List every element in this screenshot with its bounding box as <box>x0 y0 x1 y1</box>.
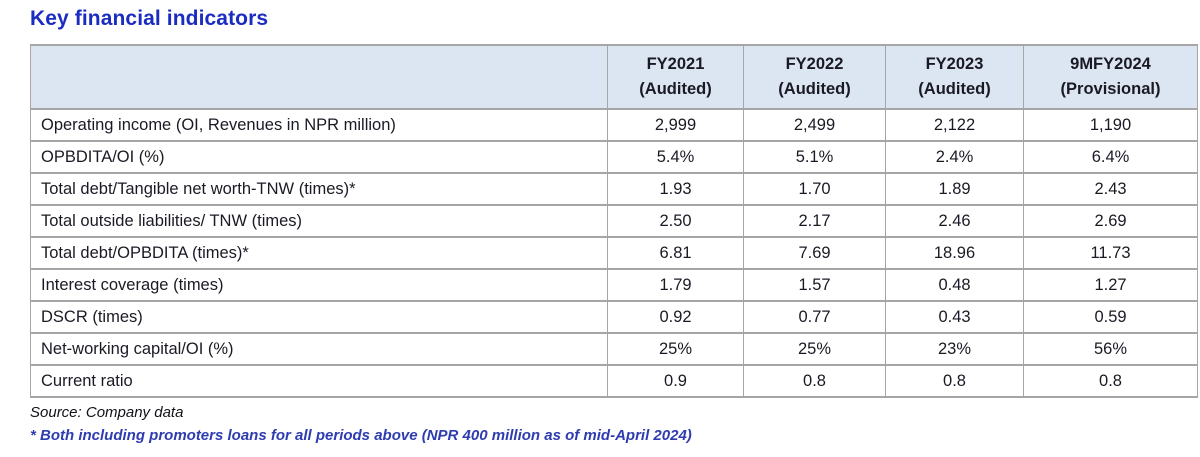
footnote-cutoff: * Both including promoters loans for all… <box>30 427 692 444</box>
table-row: Operating income (OI, Revenues in NPR mi… <box>30 108 1198 142</box>
table-row: DSCR (times) 0.92 0.77 0.43 0.59 <box>30 300 1198 334</box>
table-row: Current ratio 0.9 0.8 0.8 0.8 <box>30 364 1198 398</box>
value-cell: 18.96 <box>885 236 1024 270</box>
table-row: Total debt/OPBDITA (times)* 6.81 7.69 18… <box>30 236 1198 270</box>
col-header-period: FY2022 <box>785 55 844 73</box>
page-title: Key financial indicators <box>30 7 269 30</box>
value-cell: 25% <box>607 332 744 366</box>
value-cell: 0.48 <box>885 268 1024 302</box>
row-label: DSCR (times) <box>30 300 608 334</box>
source-note: Source: Company data <box>30 404 184 421</box>
row-label: Total debt/Tangible net worth-TNW (times… <box>30 172 608 206</box>
row-label: Interest coverage (times) <box>30 268 608 302</box>
document-page: Key financial indicators FY2021 (Audited… <box>30 7 1198 444</box>
value-cell: 0.8 <box>885 364 1024 398</box>
table-row: Total outside liabilities/ TNW (times) 2… <box>30 204 1198 238</box>
row-label: Operating income (OI, Revenues in NPR mi… <box>30 108 608 142</box>
table-row: Interest coverage (times) 1.79 1.57 0.48… <box>30 268 1198 302</box>
value-cell: 1.27 <box>1023 268 1198 302</box>
value-cell: 1.57 <box>743 268 886 302</box>
value-cell: 2,122 <box>885 108 1024 142</box>
row-label: Total outside liabilities/ TNW (times) <box>30 204 608 238</box>
value-cell: 2.50 <box>607 204 744 238</box>
col-header-status: (Audited) <box>918 80 991 98</box>
col-header-status: (Audited) <box>778 80 851 98</box>
value-cell: 2.46 <box>885 204 1024 238</box>
value-cell: 1.79 <box>607 268 744 302</box>
col-header-period: 9MFY2024 <box>1070 55 1151 73</box>
value-cell: 6.81 <box>607 236 744 270</box>
value-cell: 0.59 <box>1023 300 1198 334</box>
key-financial-indicators-table: FY2021 (Audited) FY2022 (Audited) FY2023… <box>30 44 1198 398</box>
col-header-status: (Provisional) <box>1060 80 1161 98</box>
value-cell: 6.4% <box>1023 140 1198 174</box>
col-header-9mfy2024: 9MFY2024 (Provisional) <box>1023 44 1198 110</box>
value-cell: 1.93 <box>607 172 744 206</box>
value-cell: 0.8 <box>1023 364 1198 398</box>
table-row: OPBDITA/OI (%) 5.4% 5.1% 2.4% 6.4% <box>30 140 1198 174</box>
table-row: Net-working capital/OI (%) 25% 25% 23% 5… <box>30 332 1198 366</box>
col-header-fy2022: FY2022 (Audited) <box>743 44 886 110</box>
value-cell: 23% <box>885 332 1024 366</box>
header-row: FY2021 (Audited) FY2022 (Audited) FY2023… <box>30 44 1198 110</box>
value-cell: 25% <box>743 332 886 366</box>
row-label: Current ratio <box>30 364 608 398</box>
value-cell: 11.73 <box>1023 236 1198 270</box>
value-cell: 2.69 <box>1023 204 1198 238</box>
value-cell: 0.92 <box>607 300 744 334</box>
col-header-fy2021: FY2021 (Audited) <box>607 44 744 110</box>
value-cell: 5.4% <box>607 140 744 174</box>
col-header-period: FY2023 <box>925 55 984 73</box>
value-cell: 0.43 <box>885 300 1024 334</box>
value-cell: 56% <box>1023 332 1198 366</box>
col-header-empty <box>30 44 608 110</box>
col-header-status: (Audited) <box>639 80 712 98</box>
value-cell: 7.69 <box>743 236 886 270</box>
value-cell: 2,999 <box>607 108 744 142</box>
row-label: OPBDITA/OI (%) <box>30 140 608 174</box>
table-header: FY2021 (Audited) FY2022 (Audited) FY2023… <box>30 44 1198 110</box>
value-cell: 2,499 <box>743 108 886 142</box>
value-cell: 2.4% <box>885 140 1024 174</box>
value-cell: 0.77 <box>743 300 886 334</box>
table-body: Operating income (OI, Revenues in NPR mi… <box>30 108 1198 398</box>
row-label: Total debt/OPBDITA (times)* <box>30 236 608 270</box>
value-cell: 1.89 <box>885 172 1024 206</box>
value-cell: 0.9 <box>607 364 744 398</box>
table-row: Total debt/Tangible net worth-TNW (times… <box>30 172 1198 206</box>
value-cell: 5.1% <box>743 140 886 174</box>
col-header-period: FY2021 <box>646 55 705 73</box>
value-cell: 0.8 <box>743 364 886 398</box>
value-cell: 1,190 <box>1023 108 1198 142</box>
value-cell: 1.70 <box>743 172 886 206</box>
col-header-fy2023: FY2023 (Audited) <box>885 44 1024 110</box>
row-label: Net-working capital/OI (%) <box>30 332 608 366</box>
value-cell: 2.17 <box>743 204 886 238</box>
value-cell: 2.43 <box>1023 172 1198 206</box>
